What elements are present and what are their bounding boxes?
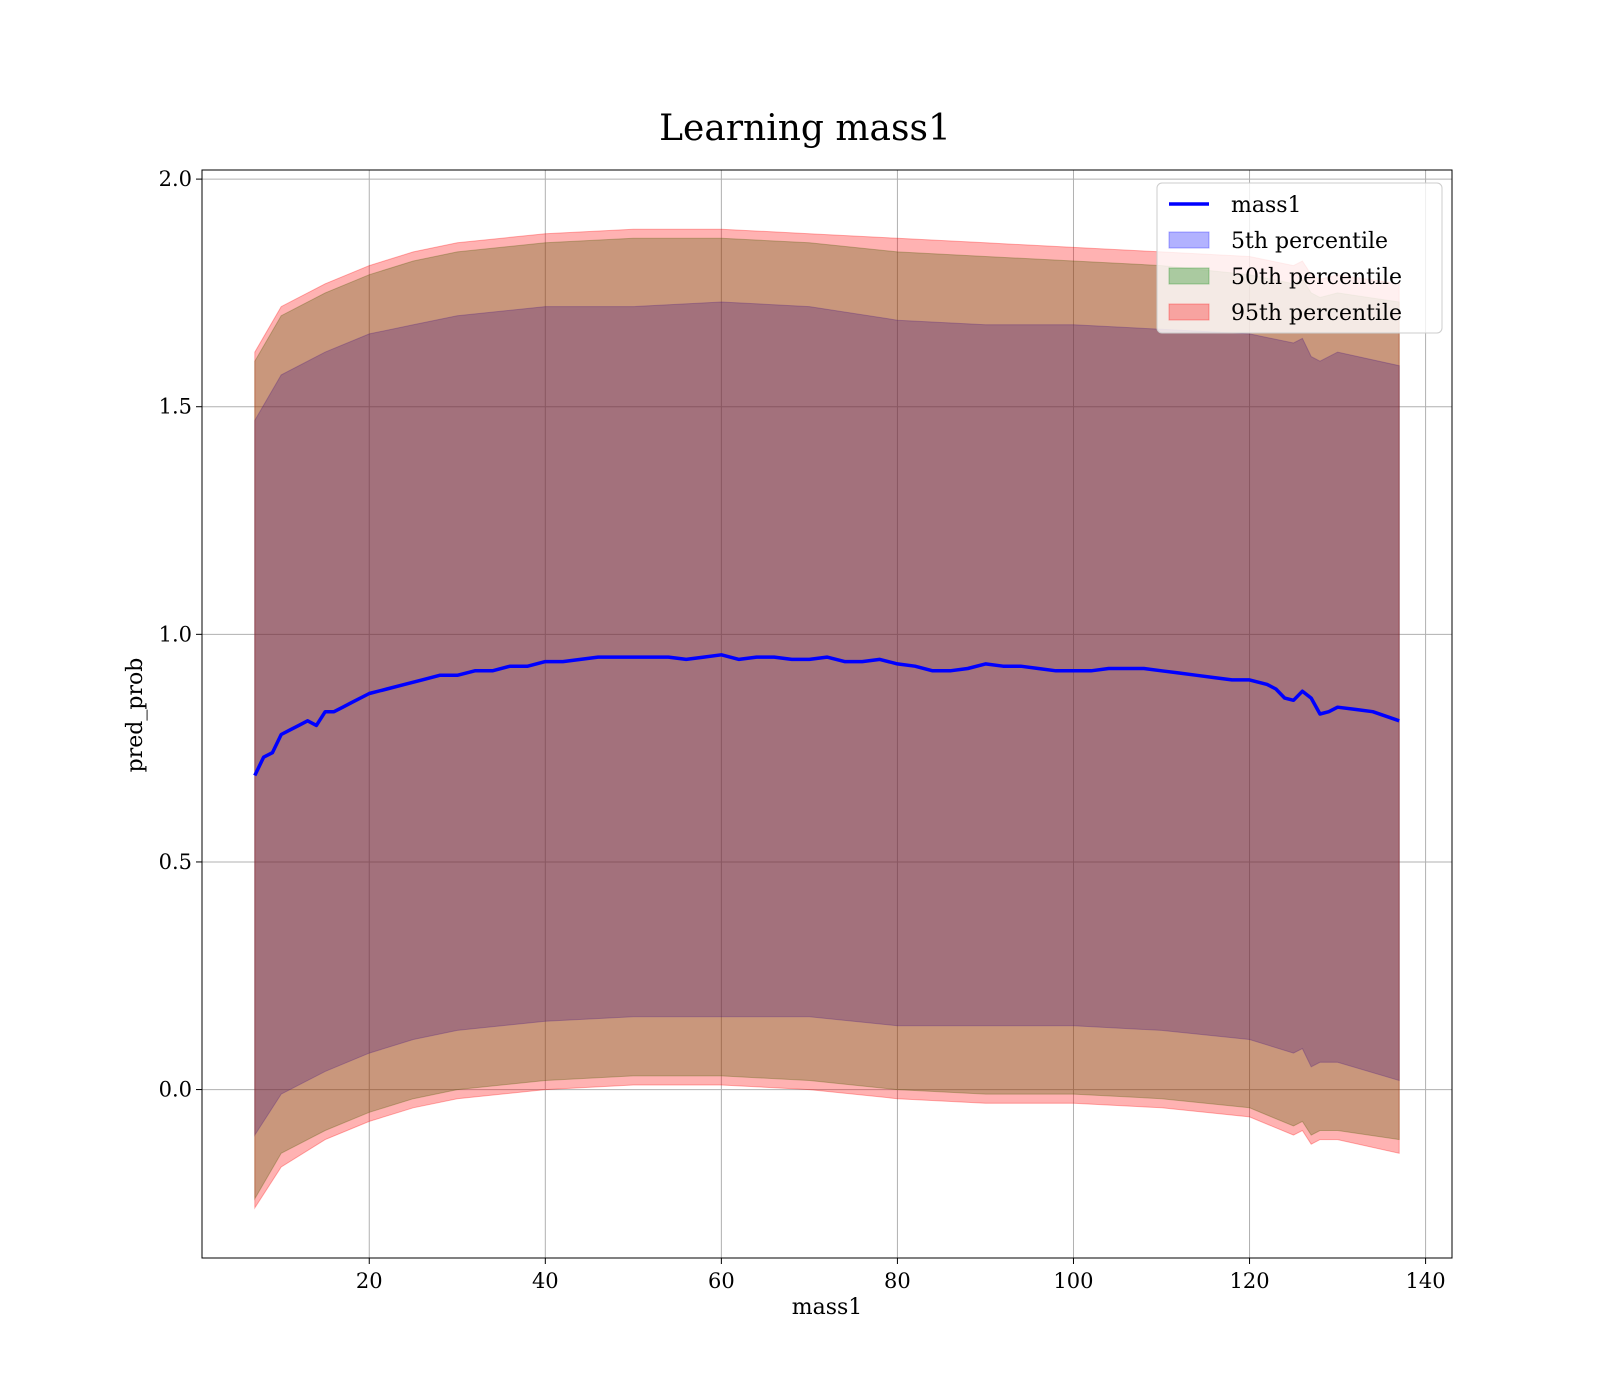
legend-swatch <box>1168 231 1210 249</box>
y-tick-label: 1.5 <box>159 395 192 419</box>
x-tick-label: 20 <box>356 1269 383 1293</box>
legend-label: mass1 <box>1231 193 1302 218</box>
legend-label: 50th percentile <box>1231 265 1402 290</box>
y-tick-label: 0.0 <box>159 1078 192 1102</box>
x-tick-label: 120 <box>1229 1269 1269 1293</box>
band-50th-percentile <box>254 237 1400 1201</box>
x-tick-label: 60 <box>708 1269 735 1293</box>
band-95th-percentile <box>254 228 1400 1210</box>
legend-box <box>1156 182 1443 334</box>
y-tick-label: 0.5 <box>159 850 192 874</box>
x-tick-label: 100 <box>1053 1269 1093 1293</box>
x-tick-label: 80 <box>884 1269 911 1293</box>
x-axis-ticks: 20 40 60 80 100 120 140 <box>356 1258 1446 1293</box>
x-tick-label: 40 <box>532 1269 559 1293</box>
series-lines <box>253 653 1400 777</box>
x-tick-label: 140 <box>1406 1269 1446 1293</box>
y-tick-label: 1.0 <box>159 622 192 646</box>
legend: mass1 5th percentile 50th percentile 95th p… <box>1156 182 1443 334</box>
legend-label: 5th percentile <box>1231 229 1388 254</box>
grid <box>202 170 1452 1258</box>
plot-frame <box>201 169 1453 1259</box>
chart-title: Learning mass1 <box>659 108 951 149</box>
band-5th-percentile <box>254 301 1400 1137</box>
percentile-bands <box>254 228 1400 1210</box>
legend-label: 95th percentile <box>1231 301 1402 326</box>
legend-swatch <box>1168 267 1210 285</box>
y-axis-label: pred_prob <box>123 658 148 773</box>
legend-swatch <box>1168 303 1210 321</box>
line-mass1 <box>253 653 1400 777</box>
y-tick-label: 2.0 <box>159 167 192 191</box>
y-axis-ticks: 0.0 0.5 1.0 1.5 2.0 <box>159 167 202 1102</box>
x-axis-label: mass1 <box>792 1295 863 1320</box>
